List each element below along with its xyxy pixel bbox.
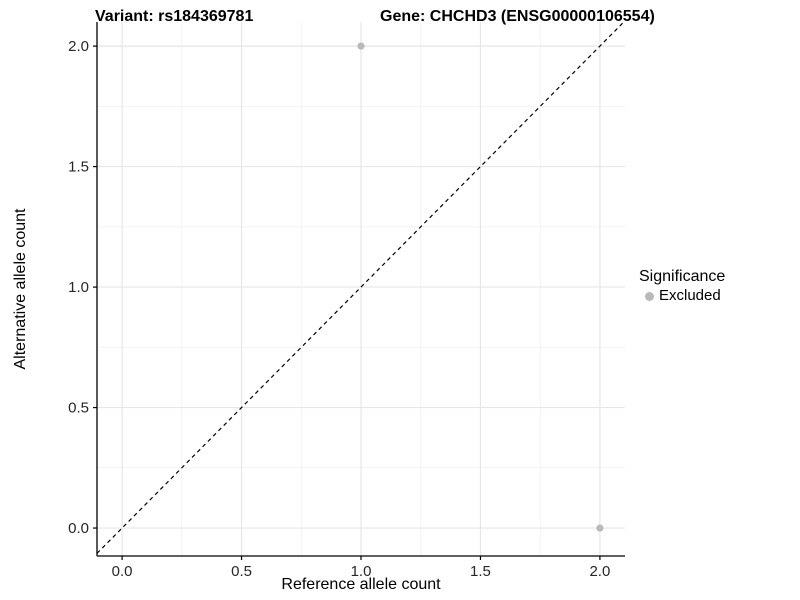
data-point (596, 524, 604, 532)
y-tick-label: 2.0 (68, 38, 89, 55)
x-tick-label: 0.0 (112, 563, 133, 580)
legend-title: Significance (639, 268, 726, 285)
legend-item-label: Excluded (659, 287, 721, 304)
y-tick-label: 1.0 (68, 279, 89, 296)
legend: Significance Excluded (639, 267, 725, 305)
y-tick-label: 0.5 (68, 400, 89, 417)
x-tick-label: 0.5 (231, 563, 252, 580)
plot-title-variant: Variant: rs184369781 (95, 8, 254, 25)
legend-item-excluded: Excluded (639, 287, 725, 305)
data-point (357, 42, 365, 50)
x-tick-label: 1.0 (351, 563, 372, 580)
identity-dashed-line (96, 21, 625, 554)
plot-title-gene: Gene: CHCHD3 (ENSG00000106554) (380, 8, 655, 25)
y-tick-label: 0.0 (68, 520, 89, 537)
y-tick-label: 1.5 (68, 159, 89, 176)
y-axis-title: Alternative allele count (12, 208, 29, 370)
x-axis-title: Reference allele count (281, 576, 441, 593)
x-tick-label: 1.5 (470, 563, 491, 580)
legend-key-dot (645, 291, 654, 301)
x-tick-label: 2.0 (589, 563, 610, 580)
